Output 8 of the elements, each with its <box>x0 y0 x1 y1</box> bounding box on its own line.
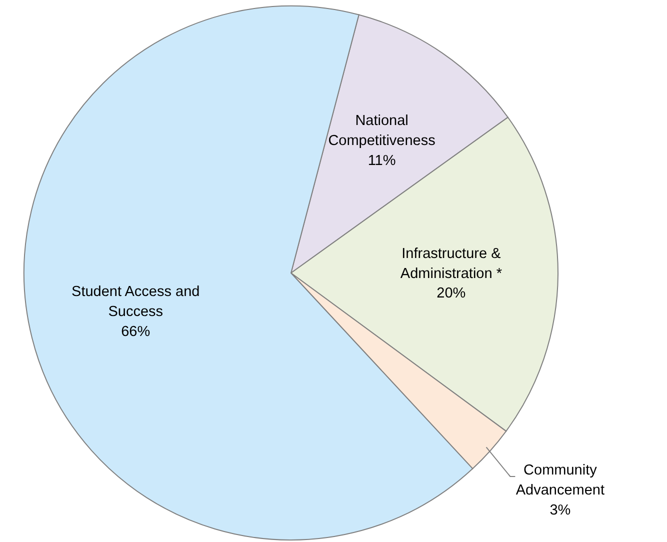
data-label: 3% <box>550 502 571 518</box>
slice-label: Infrastructure & Administration * <box>400 246 502 282</box>
data-label: 11% <box>368 152 396 169</box>
slice-label: Community Advancement <box>516 462 605 498</box>
slice-label: Student Access and Success <box>72 284 200 320</box>
slice-label: National Competitiveness <box>328 112 436 149</box>
data-label: 20% <box>436 286 466 302</box>
data-label: 66% <box>121 324 150 340</box>
